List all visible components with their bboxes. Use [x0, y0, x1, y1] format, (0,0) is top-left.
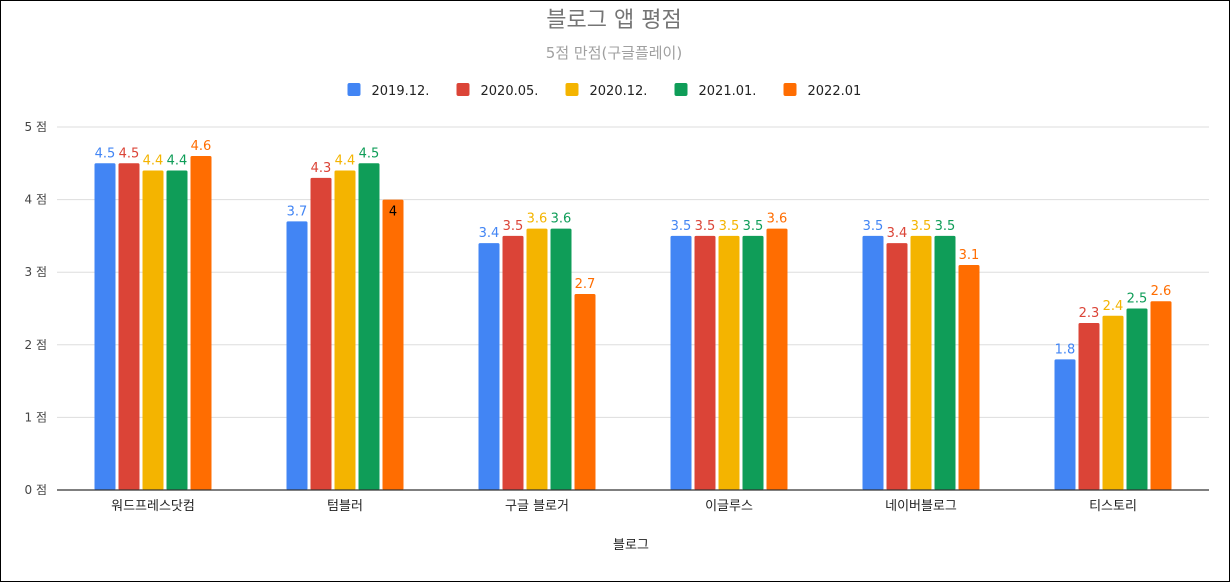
- x-tick-label: 텀블러: [327, 499, 363, 514]
- y-axis: 0 점 1 점 2 점 3 점 4 점 5 점: [25, 120, 48, 497]
- data-label: 3.7: [287, 204, 308, 219]
- bar: [670, 235, 692, 490]
- x-tick-label: 티스토리: [1089, 499, 1137, 514]
- legend-swatch: [347, 83, 361, 96]
- bar: [334, 170, 356, 490]
- y-tick-label: 1 점: [25, 410, 48, 424]
- data-label: 4.4: [143, 154, 164, 169]
- bar: [934, 235, 956, 490]
- legend-label: 2021.01.: [699, 84, 757, 99]
- data-label: 2.6: [1151, 284, 1172, 299]
- y-tick-label: 0 점: [25, 483, 48, 497]
- bar: [766, 228, 788, 490]
- data-label: 3.5: [719, 219, 740, 234]
- chart-title: 블로그 앱 평점: [546, 8, 681, 33]
- bar: [142, 170, 164, 490]
- legend: 2019.12. 2020.05. 2020.12. 2021.01. 2022.01: [347, 83, 862, 99]
- data-label: 3.5: [863, 219, 884, 234]
- data-label: 3.5: [695, 219, 716, 234]
- data-label: 3.6: [767, 212, 788, 227]
- bar: [94, 163, 116, 491]
- x-axis-label: 블로그: [613, 538, 649, 553]
- bar: [886, 243, 908, 490]
- bar: [502, 235, 524, 490]
- data-label: 3.4: [479, 226, 500, 241]
- bar: [1078, 323, 1100, 490]
- bar: [358, 163, 380, 491]
- bar: [1054, 359, 1076, 490]
- data-label: 4.5: [95, 146, 116, 161]
- data-label: 4.5: [359, 146, 380, 161]
- bar: [166, 170, 188, 490]
- data-label: 3.6: [551, 212, 572, 227]
- bar: [718, 235, 740, 490]
- data-label: 4.5: [119, 146, 140, 161]
- data-label: 2.7: [575, 277, 596, 292]
- legend-label: 2020.12.: [590, 84, 648, 99]
- bar: [862, 235, 884, 490]
- bar: [310, 177, 332, 490]
- data-label: 2.4: [1103, 299, 1124, 314]
- y-tick-label: 5 점: [25, 120, 48, 134]
- data-label: 3.5: [935, 219, 956, 234]
- x-tick-label: 구글 블로거: [505, 499, 569, 514]
- gridlines: [57, 126, 1209, 418]
- data-label: 3.4: [887, 226, 908, 241]
- y-tick-label: 4 점: [25, 193, 48, 207]
- legend-label: 2019.12.: [372, 84, 430, 99]
- bar: [1126, 308, 1148, 490]
- bar: [550, 228, 572, 490]
- data-label: 3.6: [527, 212, 548, 227]
- data-labels: 4.5 4.5 4.4 4.44.63.74.3 4.4 4.543.4 3.5 3.6 3.6…: [95, 139, 1172, 357]
- data-label: 1.8: [1055, 342, 1076, 357]
- bar: [742, 235, 764, 490]
- legend-label: 2022.01: [808, 84, 862, 99]
- x-tick-label: 이글루스: [705, 499, 753, 514]
- data-label: 2.5: [1127, 292, 1148, 307]
- data-label: 3.5: [503, 219, 524, 234]
- bar: [958, 264, 980, 490]
- chart-subtitle: 5점 만점(구글플레이): [546, 44, 682, 62]
- legend-swatch: [783, 83, 797, 96]
- legend-label: 2020.05.: [481, 84, 539, 99]
- data-label: 4: [389, 205, 397, 220]
- bar: [910, 235, 932, 490]
- x-axis: 워드프레스닷컴 텀블러 구글 블로거 이글루스 네이버블로그 티스토리: [57, 489, 1209, 514]
- legend-swatch: [565, 83, 579, 96]
- data-label: 4.4: [335, 154, 356, 169]
- bars: [94, 156, 1172, 491]
- bar: [382, 199, 404, 490]
- legend-swatch: [674, 83, 688, 96]
- legend-swatch: [456, 83, 470, 96]
- bar: [118, 163, 140, 491]
- x-tick-label: 워드프레스닷컴: [111, 499, 195, 514]
- bar: [694, 235, 716, 490]
- bar: [1150, 301, 1172, 490]
- x-tick-label: 네이버블로그: [885, 499, 957, 514]
- data-label: 4.6: [191, 139, 212, 154]
- data-label: 3.5: [671, 219, 692, 234]
- data-label: 3.5: [743, 219, 764, 234]
- bar: [1102, 315, 1124, 490]
- data-label: 3.5: [911, 219, 932, 234]
- bar: [478, 243, 500, 490]
- y-tick-label: 3 점: [25, 265, 48, 279]
- bar: [190, 156, 212, 491]
- data-label: 3.1: [959, 248, 980, 263]
- data-label: 2.3: [1079, 306, 1100, 321]
- bar: [526, 228, 548, 490]
- y-tick-label: 2 점: [25, 338, 48, 352]
- bar: [574, 293, 596, 490]
- bar: [286, 221, 308, 490]
- data-label: 4.3: [311, 161, 332, 176]
- data-label: 4.4: [167, 154, 188, 169]
